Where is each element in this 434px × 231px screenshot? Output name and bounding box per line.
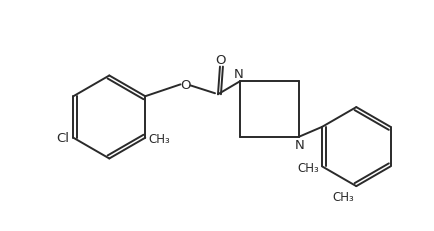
Text: O: O	[216, 54, 226, 67]
Text: N: N	[234, 68, 243, 81]
Text: Cl: Cl	[56, 132, 69, 145]
Text: CH₃: CH₃	[332, 190, 354, 203]
Text: CH₃: CH₃	[148, 133, 170, 146]
Text: O: O	[180, 79, 191, 91]
Text: CH₃: CH₃	[297, 161, 319, 174]
Text: N: N	[295, 138, 305, 151]
